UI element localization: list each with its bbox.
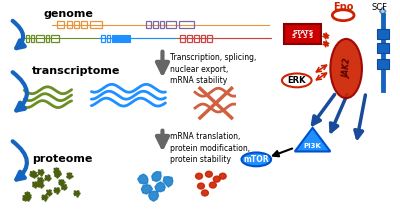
Bar	[26, 35, 29, 42]
Text: ERK: ERK	[288, 76, 306, 85]
Bar	[377, 43, 389, 53]
Text: Epo: Epo	[333, 2, 353, 12]
Bar	[31, 35, 34, 42]
Text: transcriptome: transcriptome	[32, 65, 120, 75]
Text: PI3K: PI3K	[304, 143, 322, 149]
Text: JAK2: JAK2	[343, 58, 354, 79]
Ellipse shape	[202, 190, 208, 196]
Bar	[46, 35, 49, 42]
Text: Transcription, splicing,
nuclear export,
mRNA stability: Transcription, splicing, nuclear export,…	[170, 53, 257, 85]
Bar	[36, 35, 44, 42]
Bar	[74, 21, 78, 28]
Ellipse shape	[213, 176, 220, 182]
Text: 5 1 3 5: 5 1 3 5	[292, 34, 313, 40]
Bar	[179, 21, 194, 28]
Ellipse shape	[219, 173, 226, 179]
Polygon shape	[155, 182, 165, 192]
Polygon shape	[163, 177, 173, 187]
Polygon shape	[380, 7, 386, 15]
Bar	[207, 35, 212, 42]
FancyArrowPatch shape	[13, 21, 25, 48]
Bar	[377, 29, 389, 39]
Polygon shape	[138, 174, 148, 184]
Polygon shape	[152, 172, 161, 181]
Ellipse shape	[332, 10, 354, 21]
FancyArrowPatch shape	[13, 141, 27, 180]
Bar	[80, 21, 88, 28]
Bar	[57, 21, 64, 28]
Ellipse shape	[282, 73, 312, 87]
Text: proteome: proteome	[32, 155, 92, 165]
Bar	[166, 21, 176, 28]
Polygon shape	[142, 185, 152, 194]
Ellipse shape	[330, 39, 362, 98]
Ellipse shape	[198, 183, 204, 189]
FancyArrowPatch shape	[13, 72, 27, 111]
Bar	[146, 21, 151, 28]
Bar	[67, 21, 72, 28]
Bar	[51, 35, 59, 42]
Bar	[201, 35, 205, 42]
FancyBboxPatch shape	[284, 24, 322, 44]
Ellipse shape	[196, 173, 202, 179]
Bar	[101, 35, 105, 42]
Bar	[160, 21, 164, 28]
Bar	[153, 21, 158, 28]
Ellipse shape	[206, 171, 212, 177]
Polygon shape	[149, 191, 158, 201]
Text: mRNA translation,
protein modification,
protein stability: mRNA translation, protein modification, …	[170, 132, 250, 164]
Bar	[180, 35, 185, 42]
Text: mTOR: mTOR	[244, 155, 269, 164]
Text: genome: genome	[44, 9, 94, 19]
Bar	[90, 21, 102, 28]
Bar	[112, 35, 130, 42]
Bar	[377, 59, 389, 69]
Bar	[194, 35, 199, 42]
Bar	[187, 35, 192, 42]
Polygon shape	[295, 128, 330, 151]
Text: STATS: STATS	[292, 30, 313, 34]
Ellipse shape	[209, 182, 216, 188]
Text: SCF: SCF	[372, 3, 388, 12]
Ellipse shape	[242, 153, 271, 166]
Bar	[107, 35, 110, 42]
